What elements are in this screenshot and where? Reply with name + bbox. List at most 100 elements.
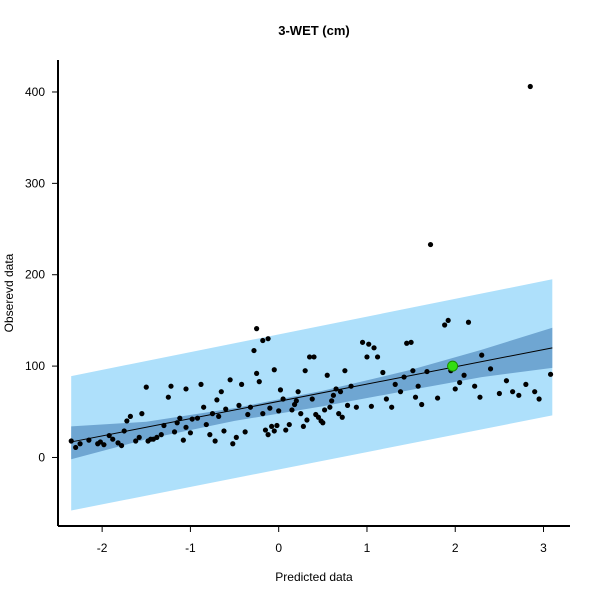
data-point	[247, 404, 254, 410]
data-point	[161, 422, 167, 429]
data-point	[410, 368, 416, 374]
data-point	[260, 337, 266, 344]
data-point	[315, 414, 322, 420]
data-point	[271, 367, 277, 373]
data-point	[547, 371, 554, 377]
data-point	[280, 396, 286, 402]
data-point	[201, 404, 207, 410]
data-point	[121, 428, 127, 434]
data-point	[221, 428, 227, 434]
data-point	[408, 339, 414, 345]
data-point	[353, 404, 359, 410]
data-point	[327, 404, 333, 410]
data-point	[337, 389, 344, 395]
data-point	[536, 396, 542, 402]
data-point	[368, 403, 374, 409]
data-point	[212, 438, 218, 444]
data-point	[256, 379, 262, 385]
data-point	[223, 406, 229, 412]
data-point	[374, 354, 381, 360]
x-tick-label: 1	[364, 541, 371, 555]
data-point	[342, 368, 348, 374]
y-axis-label: Obserevd data	[2, 253, 16, 332]
data-point	[209, 411, 216, 417]
data-point	[321, 407, 328, 413]
data-point	[110, 436, 116, 442]
data-point	[251, 347, 257, 354]
data-point	[293, 398, 299, 404]
data-point	[461, 372, 467, 378]
data-point	[106, 432, 112, 439]
data-point	[336, 411, 342, 417]
data-point	[269, 423, 275, 430]
data-point	[452, 386, 458, 392]
data-point	[174, 420, 180, 426]
data-point	[344, 402, 351, 408]
data-point	[333, 386, 339, 392]
data-point	[366, 341, 372, 347]
data-point	[289, 407, 295, 413]
data-point	[254, 370, 260, 377]
y-tick-label: 100	[25, 359, 45, 373]
data-point	[180, 437, 186, 443]
data-point	[487, 366, 494, 372]
data-point	[383, 396, 389, 402]
y-tick-label: 400	[25, 85, 45, 99]
data-point	[101, 442, 107, 448]
data-point	[320, 420, 326, 426]
data-point	[171, 429, 178, 435]
data-point	[165, 394, 171, 400]
data-point	[415, 383, 421, 389]
data-point	[324, 372, 330, 378]
data-point	[127, 413, 133, 419]
x-tick-label: 3	[540, 541, 547, 555]
data-point	[262, 427, 269, 433]
points-group	[68, 83, 554, 451]
data-point	[245, 411, 251, 418]
data-point	[97, 439, 103, 445]
data-point	[274, 422, 280, 429]
data-point	[265, 432, 271, 438]
data-point	[503, 378, 510, 384]
data-point	[118, 442, 125, 449]
data-point	[392, 381, 398, 387]
data-point	[532, 389, 538, 395]
data-point	[177, 415, 183, 421]
data-point	[187, 430, 194, 436]
data-point	[445, 317, 451, 324]
confidence-band	[71, 327, 553, 460]
x-tick-label: -1	[185, 541, 196, 555]
data-point	[371, 345, 377, 351]
data-point	[271, 428, 277, 434]
data-point	[510, 389, 516, 395]
data-point	[434, 395, 441, 401]
data-point	[295, 389, 301, 395]
x-ticks: -2 -1 0 1 2 3	[97, 526, 547, 555]
data-point	[389, 404, 395, 410]
data-point	[427, 241, 434, 248]
data-point	[233, 434, 239, 440]
data-point	[401, 374, 407, 380]
data-point	[523, 381, 529, 387]
data-point	[397, 389, 404, 395]
data-point	[479, 352, 485, 358]
data-point	[154, 434, 160, 440]
x-axis-label: Predicted data	[275, 570, 353, 584]
data-point	[286, 421, 292, 428]
data-point	[230, 441, 236, 447]
data-point	[168, 383, 174, 389]
bands-group	[71, 279, 553, 511]
data-point	[77, 441, 83, 447]
data-point	[158, 432, 164, 438]
chart-title: 3-WET (cm)	[278, 23, 350, 38]
data-point	[239, 381, 245, 387]
data-point	[242, 429, 248, 435]
data-point	[465, 319, 472, 325]
data-point	[143, 384, 149, 390]
y-tick-label: 0	[38, 450, 45, 464]
data-point	[496, 390, 502, 397]
data-point	[254, 326, 260, 332]
x-tick-label: 2	[452, 541, 459, 555]
data-point	[198, 381, 204, 387]
